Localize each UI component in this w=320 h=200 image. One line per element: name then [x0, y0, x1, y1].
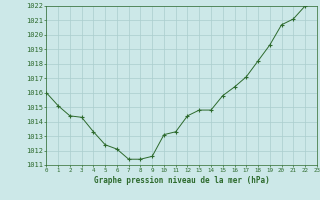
X-axis label: Graphe pression niveau de la mer (hPa): Graphe pression niveau de la mer (hPa) — [94, 176, 269, 185]
